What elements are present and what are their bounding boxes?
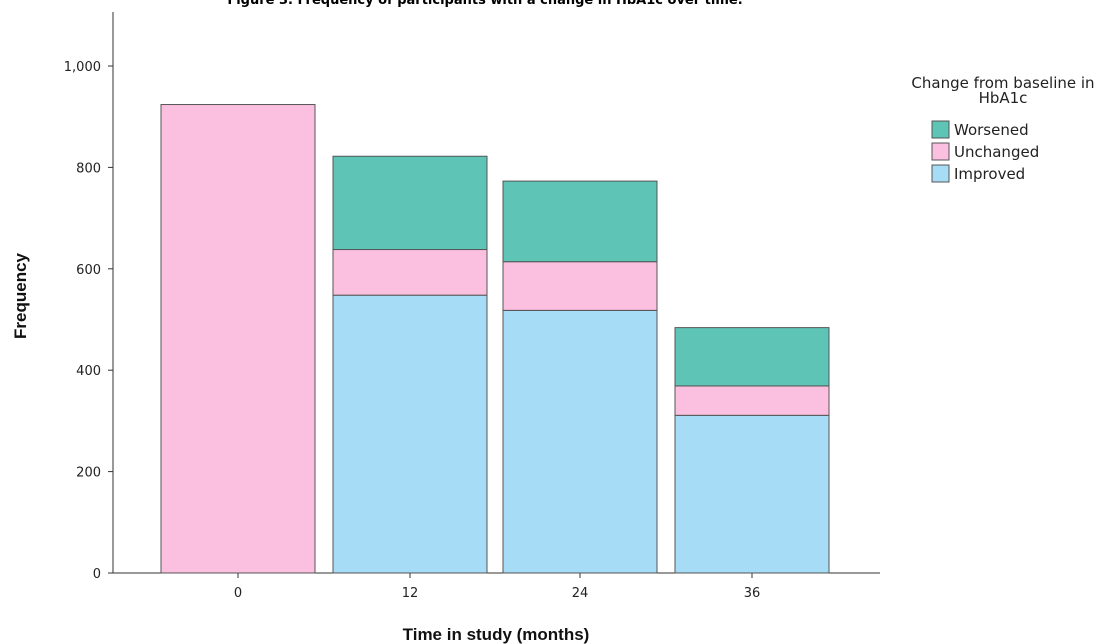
x-tick-label: 36	[744, 586, 761, 601]
bar-unchanged-12	[332, 249, 488, 296]
x-tick-label: 12	[402, 586, 419, 601]
bar-unchanged-0	[160, 104, 316, 574]
y-tick-label: 800	[76, 161, 101, 176]
y-tick-label: 600	[76, 263, 101, 278]
y-axis-title: Frequency	[11, 252, 30, 339]
y-tick-label: 1,000	[64, 60, 101, 75]
legend-label-worsened: Worsened	[954, 121, 1029, 139]
x-tick-label: 24	[572, 586, 589, 601]
x-axis-title: Time in study (months)	[403, 625, 590, 644]
bar-unchanged-36	[674, 385, 830, 416]
y-tick-label: 0	[93, 567, 101, 582]
x-tick-label: 0	[234, 586, 242, 601]
legend-label-unchanged: Unchanged	[954, 143, 1039, 161]
bar-unchanged-24	[502, 261, 658, 311]
bar-improved-12	[332, 294, 488, 574]
legend-title: HbA1c	[979, 89, 1028, 107]
bar-improved-36	[674, 414, 830, 574]
y-tick-label: 400	[76, 364, 101, 379]
legend-swatch-improved	[931, 164, 950, 183]
legend-swatch-unchanged	[931, 142, 950, 161]
legend-label-improved: Improved	[954, 165, 1025, 183]
legend-title: Change from baseline in	[911, 74, 1094, 92]
axes: 0 200 400 600 800 1,000 0 12 24 36	[64, 12, 880, 601]
bar-worsened-24	[502, 180, 658, 263]
bar-worsened-12	[332, 155, 488, 251]
chart-title: Figure 3. Frequency of participants with…	[227, 0, 742, 8]
bars	[160, 104, 830, 574]
bar-worsened-36	[674, 327, 830, 387]
y-tick-label: 200	[76, 466, 101, 481]
bar-improved-24	[502, 309, 658, 574]
legend-swatch-worsened	[931, 120, 950, 139]
